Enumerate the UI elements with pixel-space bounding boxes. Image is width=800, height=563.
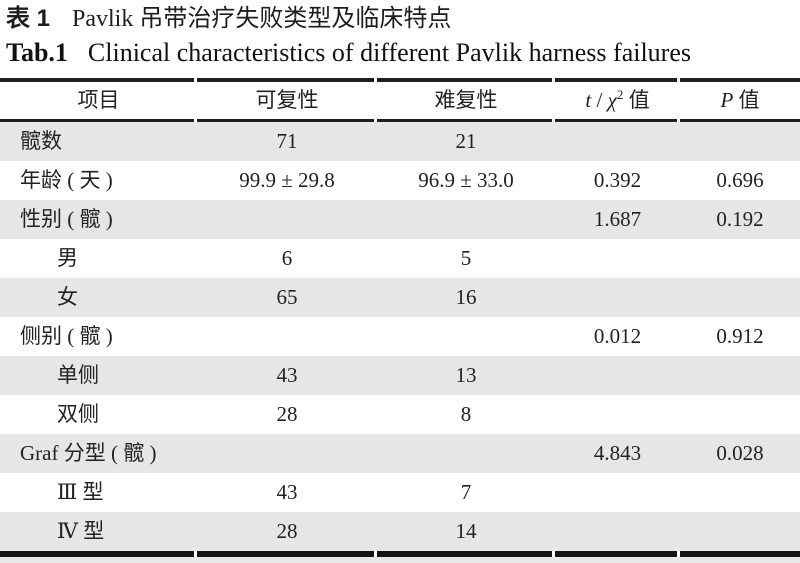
row-label-cell: 单侧 <box>57 363 99 387</box>
value-cell: 7 <box>460 480 472 504</box>
value-cell: 16 <box>455 285 477 309</box>
statistic-chi-superscript: 2 <box>616 87 624 102</box>
value-cell <box>555 278 680 317</box>
table-row-age: 年龄 ( 天 ) 99.9 ± 29.8 96.9 ± 33.0 0.392 0… <box>0 161 800 200</box>
pvalue-unit: 值 <box>733 88 760 112</box>
value-cell <box>555 395 680 434</box>
caption-english: Tab.1 Clinical characteristics of differe… <box>6 35 800 71</box>
caption-chinese-label: 表 1 <box>6 5 51 32</box>
clinical-table: 项目 可复性 难复性 t / χ2 值 P 值 髋数 71 21 年龄 ( 天 … <box>0 78 800 563</box>
header-cell-reducible: 可复性 <box>255 88 319 112</box>
below-table-strip <box>0 557 800 563</box>
table-row-graf-iii: Ⅲ 型 43 7 <box>0 473 800 512</box>
caption-chinese-text: Pavlik 吊带治疗失败类型及临床特点 <box>72 6 452 32</box>
table-row-side: 侧别 ( 髋 ) 0.012 0.912 <box>0 317 800 356</box>
value-cell <box>555 239 680 278</box>
value-cell: 65 <box>276 285 298 309</box>
table-row-male: 男 6 5 <box>0 239 800 278</box>
caption-english-text: Clinical characteristics of different Pa… <box>87 38 691 67</box>
bottom-border-rule <box>0 551 800 557</box>
value-cell <box>680 239 800 278</box>
value-cell <box>197 317 377 356</box>
row-label-cell: 侧别 ( 髋 ) <box>20 324 113 348</box>
value-cell <box>197 434 377 473</box>
top-border-rule <box>0 78 800 82</box>
value-cell: 5 <box>460 246 472 270</box>
header-cell-irreducible: 难复性 <box>434 88 498 112</box>
value-cell: 0.392 <box>593 168 642 192</box>
value-cell <box>680 395 800 434</box>
table-row-sex: 性别 ( 髋 ) 1.687 0.192 <box>0 200 800 239</box>
table-caption: 表 1 Pavlik 吊带治疗失败类型及临床特点 Tab.1 Clinical ch… <box>0 0 800 71</box>
value-cell <box>680 122 800 161</box>
value-cell <box>377 317 555 356</box>
statistic-slash: / <box>591 88 608 112</box>
value-cell: 6 <box>281 246 293 270</box>
value-cell <box>680 512 800 551</box>
value-cell: 21 <box>455 129 477 153</box>
value-cell <box>377 200 555 239</box>
row-label-cell: 髋数 <box>20 129 62 153</box>
value-cell <box>377 434 555 473</box>
row-label-cell: 性别 ( 髋 ) <box>20 207 113 231</box>
value-cell <box>555 473 680 512</box>
caption-english-label: Tab.1 <box>6 38 68 67</box>
value-cell: 99.9 ± 29.8 <box>239 168 335 192</box>
value-cell <box>197 200 377 239</box>
table-row-graf-type: Graf 分型 ( 髋 ) 4.843 0.028 <box>0 434 800 473</box>
value-cell: 28 <box>276 402 298 426</box>
row-label-cell: 双侧 <box>57 402 99 426</box>
value-cell: 13 <box>455 363 477 387</box>
header-cell-item: 项目 <box>77 88 120 112</box>
header-divider-rule <box>0 119 800 122</box>
value-cell <box>555 356 680 395</box>
statistic-chi-symbol: χ <box>607 88 617 112</box>
header-cell-statistic: t / χ2 值 <box>555 82 680 119</box>
value-cell: 8 <box>460 402 472 426</box>
header-cell-pvalue: P 值 <box>680 82 800 119</box>
table-row-bilateral: 双侧 28 8 <box>0 395 800 434</box>
value-cell <box>680 356 800 395</box>
value-cell: 0.696 <box>716 168 764 192</box>
value-cell: 0.012 <box>593 324 642 348</box>
statistic-unit: 值 <box>623 88 650 112</box>
row-label-cell: 男 <box>57 246 78 270</box>
caption-chinese: 表 1 Pavlik 吊带治疗失败类型及临床特点 <box>6 3 800 35</box>
value-cell: 1.687 <box>593 207 642 231</box>
table-row-hip-count: 髋数 71 21 <box>0 122 800 161</box>
row-label-cell: Graf 分型 ( 髋 ) <box>20 441 157 465</box>
row-label-cell: 女 <box>57 285 78 309</box>
value-cell <box>680 278 800 317</box>
table-header-row: 项目 可复性 难复性 t / χ2 值 P 值 <box>0 82 800 119</box>
pvalue-p-symbol: P <box>720 88 734 112</box>
value-cell: 71 <box>276 129 298 153</box>
value-cell: 0.912 <box>716 324 764 348</box>
value-cell: 0.028 <box>716 441 764 465</box>
row-label-cell: Ⅳ 型 <box>57 519 105 543</box>
value-cell: 0.192 <box>716 207 764 231</box>
table-row-female: 女 65 16 <box>0 278 800 317</box>
statistic-t-symbol: t <box>585 88 592 112</box>
value-cell <box>555 512 680 551</box>
value-cell: 28 <box>276 519 298 543</box>
value-cell: 43 <box>276 480 298 504</box>
value-cell: 4.843 <box>593 441 642 465</box>
value-cell: 43 <box>276 363 298 387</box>
row-label-cell: 年龄 ( 天 ) <box>20 168 113 192</box>
value-cell: 14 <box>455 519 477 543</box>
table-row-graf-iv: Ⅳ 型 28 14 <box>0 512 800 551</box>
value-cell <box>680 473 800 512</box>
value-cell: 96.9 ± 33.0 <box>418 168 514 192</box>
row-label-cell: Ⅲ 型 <box>57 480 104 504</box>
table-row-unilateral: 单侧 43 13 <box>0 356 800 395</box>
value-cell <box>555 122 680 161</box>
